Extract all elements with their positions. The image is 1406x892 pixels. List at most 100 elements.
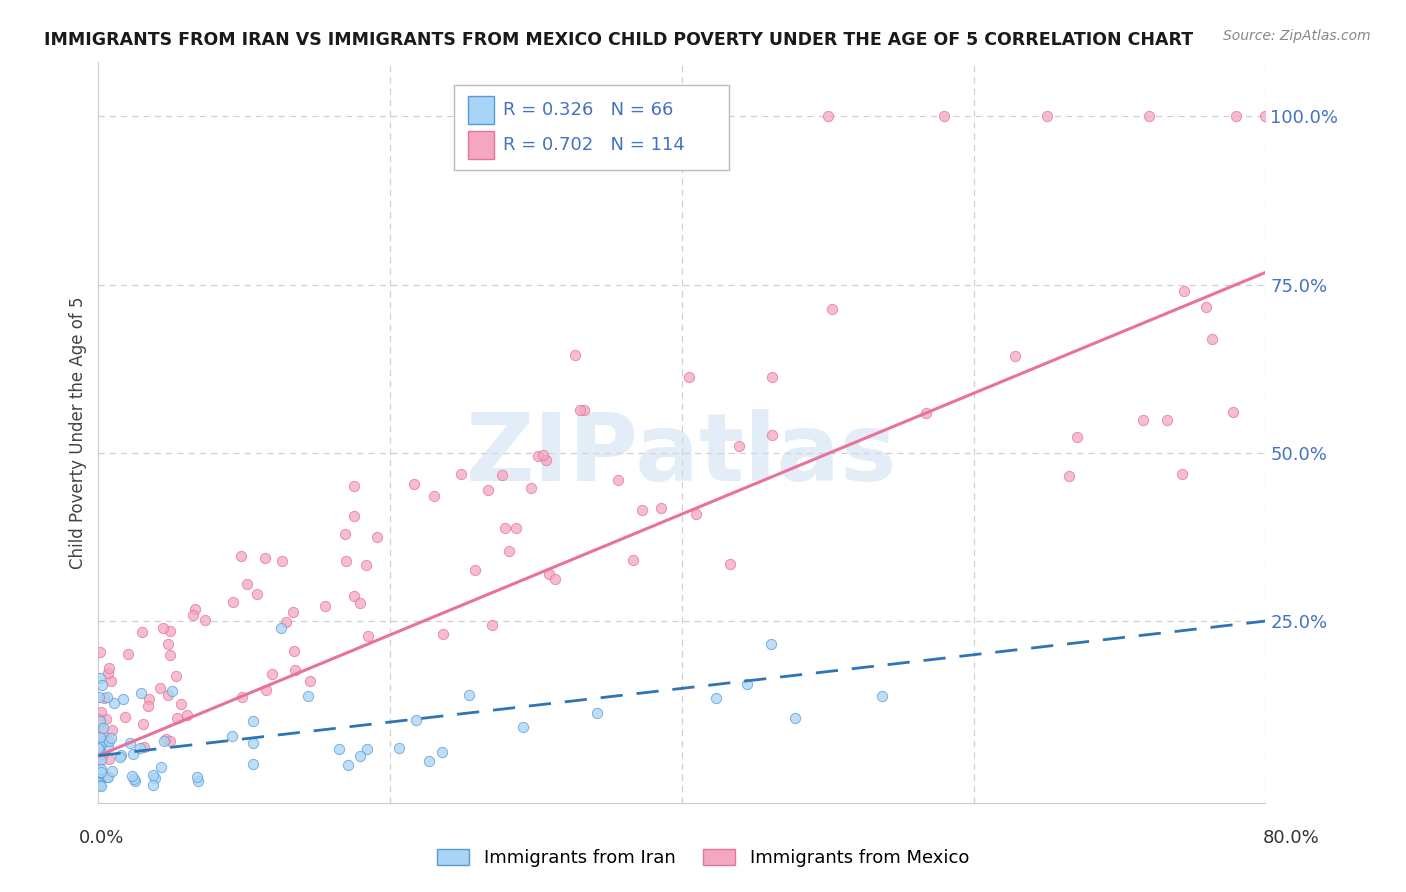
Point — [187, 773, 209, 788]
Point — [110, 750, 132, 764]
Point — [1066, 430, 1088, 444]
Point — [349, 749, 371, 764]
Point — [354, 558, 377, 572]
Point — [90, 705, 112, 719]
Text: Source: ZipAtlas.com: Source: ZipAtlas.com — [1223, 29, 1371, 43]
Point — [129, 741, 152, 756]
Point — [91, 736, 114, 750]
Point — [136, 698, 159, 713]
Point — [402, 476, 425, 491]
Point — [87, 740, 110, 755]
Point — [274, 615, 297, 629]
Point — [262, 666, 284, 681]
Point — [1201, 332, 1223, 346]
Point — [231, 690, 253, 705]
Point — [121, 769, 143, 783]
Point — [423, 489, 446, 503]
Point — [388, 741, 411, 756]
Point — [242, 735, 264, 749]
Point — [598, 109, 620, 123]
Text: ZIPatlas: ZIPatlas — [467, 409, 897, 500]
Point — [165, 668, 187, 682]
Point — [90, 753, 112, 767]
Point — [650, 501, 672, 516]
FancyBboxPatch shape — [468, 130, 494, 159]
Point — [152, 734, 174, 748]
Point — [96, 770, 118, 784]
Point — [1170, 467, 1192, 482]
Point — [89, 690, 111, 705]
Text: 80.0%: 80.0% — [1263, 829, 1319, 847]
Point — [221, 729, 243, 743]
Point — [89, 714, 111, 728]
Point — [121, 747, 143, 762]
Point — [572, 402, 595, 417]
Point — [336, 757, 359, 772]
Point — [335, 554, 357, 568]
Point — [170, 697, 193, 711]
Point — [97, 739, 120, 754]
Point — [90, 722, 112, 736]
Point — [678, 369, 700, 384]
Point — [98, 734, 121, 748]
Point — [343, 479, 366, 493]
Point — [97, 770, 120, 784]
Point — [93, 731, 115, 745]
Point — [1222, 404, 1244, 418]
Text: R = 0.702   N = 114: R = 0.702 N = 114 — [503, 136, 685, 153]
Point — [519, 481, 541, 495]
Point — [87, 741, 110, 756]
Point — [536, 452, 558, 467]
Point — [90, 763, 112, 777]
Point — [498, 544, 520, 558]
Point — [356, 629, 378, 643]
Point — [759, 637, 782, 651]
Point — [96, 690, 118, 704]
Point — [458, 688, 481, 702]
Point — [246, 587, 269, 601]
Point — [131, 625, 153, 640]
Point — [735, 677, 758, 691]
Point — [1225, 109, 1247, 123]
Point — [1173, 284, 1195, 298]
Point — [89, 671, 111, 685]
Point — [90, 779, 112, 793]
Y-axis label: Child Poverty Under the Age of 5: Child Poverty Under the Age of 5 — [69, 296, 87, 569]
Point — [222, 595, 245, 609]
Point — [297, 689, 319, 703]
Point — [186, 770, 208, 784]
Point — [152, 621, 174, 635]
Point — [1057, 468, 1080, 483]
Point — [872, 689, 894, 703]
Point — [298, 673, 321, 688]
Point — [242, 714, 264, 728]
Point — [366, 531, 388, 545]
Point — [728, 440, 751, 454]
Point — [270, 554, 292, 568]
Point — [1254, 109, 1277, 123]
Point — [229, 549, 252, 563]
Point — [94, 712, 117, 726]
Point — [284, 663, 307, 677]
Point — [89, 645, 111, 659]
Point — [91, 721, 114, 735]
Point — [159, 648, 181, 663]
Point — [1035, 109, 1057, 123]
Point — [149, 681, 172, 695]
Point — [87, 752, 110, 766]
Point — [143, 771, 166, 785]
Point — [87, 772, 110, 786]
Point — [621, 553, 644, 567]
Point — [89, 739, 111, 753]
Point — [110, 747, 132, 762]
Point — [494, 520, 516, 534]
Point — [87, 717, 110, 731]
Point — [531, 448, 554, 462]
Point — [564, 348, 586, 362]
Point — [91, 747, 114, 761]
Point — [87, 776, 110, 790]
Point — [138, 692, 160, 706]
Point — [142, 767, 165, 781]
Point — [1004, 350, 1026, 364]
Point — [270, 621, 292, 635]
